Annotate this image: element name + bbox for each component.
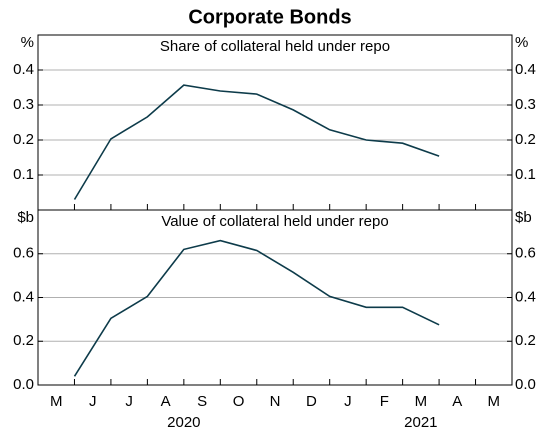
year-label: 2020 xyxy=(167,414,200,431)
x-tick-label: A xyxy=(452,393,462,410)
unit-label: $b xyxy=(515,209,532,226)
y-tick-label: 0.1 xyxy=(13,166,34,183)
x-tick-label: S xyxy=(197,393,207,410)
x-tick-label: N xyxy=(270,393,281,410)
x-tick-label: M xyxy=(415,393,428,410)
y-tick-label: 0.2 xyxy=(13,332,34,349)
year-label: 2021 xyxy=(404,414,437,431)
panel-frame xyxy=(37,34,513,211)
y-tick-label: 0.1 xyxy=(515,166,536,183)
y-tick-label: 0.0 xyxy=(13,376,34,393)
x-tick-label: F xyxy=(380,393,389,410)
y-tick-label: 0.6 xyxy=(515,245,536,262)
x-tick-label: M xyxy=(50,393,63,410)
y-tick-label: 0.2 xyxy=(13,131,34,148)
y-tick-label: 0.0 xyxy=(515,376,536,393)
y-tick-label: 0.6 xyxy=(13,245,34,262)
panel-title: Value of collateral held under repo xyxy=(161,213,388,230)
chart-title: Corporate Bonds xyxy=(188,6,351,28)
unit-label: % xyxy=(515,34,528,51)
y-tick-label: 0.2 xyxy=(515,332,536,349)
unit-label: $b xyxy=(17,209,34,226)
unit-label: % xyxy=(21,34,34,51)
x-tick-label: J xyxy=(89,393,97,410)
y-tick-label: 0.4 xyxy=(13,288,34,305)
x-tick-label: A xyxy=(161,393,171,410)
x-tick-label: M xyxy=(488,393,501,410)
y-tick-label: 0.4 xyxy=(13,61,34,78)
x-tick-label: J xyxy=(125,393,133,410)
x-tick-label: J xyxy=(344,393,352,410)
panel-title: Share of collateral held under repo xyxy=(160,38,390,55)
y-tick-label: 0.3 xyxy=(515,96,536,113)
y-tick-label: 0.4 xyxy=(515,61,536,78)
y-tick-label: 0.2 xyxy=(515,131,536,148)
line-series xyxy=(73,84,440,200)
panel-frame xyxy=(37,209,513,386)
y-tick-label: 0.4 xyxy=(515,288,536,305)
y-tick-label: 0.3 xyxy=(13,96,34,113)
x-tick-label: O xyxy=(233,393,245,410)
line-series xyxy=(73,239,440,377)
x-tick-label: D xyxy=(306,393,317,410)
